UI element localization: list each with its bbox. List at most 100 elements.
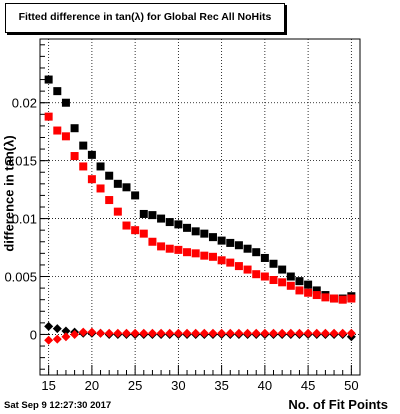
data-point-diamond — [87, 327, 97, 337]
data-point-square — [105, 171, 114, 180]
data-point-square — [131, 191, 140, 200]
data-point-diamond — [329, 328, 339, 338]
plot-frame — [39, 38, 361, 376]
data-point-diamond — [104, 328, 114, 338]
data-point-diamond — [52, 324, 62, 334]
data-point-diamond — [312, 328, 322, 338]
data-point-diamond — [70, 329, 80, 339]
data-point-square — [269, 259, 278, 268]
x-tick-label: 45 — [301, 378, 315, 393]
data-point-square — [148, 237, 157, 246]
data-point-square — [105, 196, 114, 205]
data-point-square — [70, 124, 79, 133]
data-point-square — [347, 294, 356, 303]
data-point-square — [208, 233, 217, 242]
data-point-square — [226, 258, 235, 267]
data-point-diamond — [78, 327, 88, 337]
data-point-square — [278, 265, 287, 274]
data-point-square — [243, 244, 252, 253]
data-point-diamond — [260, 328, 270, 338]
data-point-square — [165, 244, 174, 253]
data-point-square — [96, 184, 105, 193]
y-tick-label: 0.02 — [12, 96, 37, 111]
data-point-square — [122, 183, 131, 192]
data-point-square — [148, 211, 157, 220]
data-point-square — [113, 179, 122, 188]
data-point-square — [295, 286, 304, 295]
data-point-diamond — [61, 326, 71, 336]
data-markers — [44, 75, 356, 345]
data-point-square — [44, 75, 53, 84]
data-point-square — [269, 275, 278, 284]
data-point-square — [96, 162, 105, 171]
data-point-diamond — [44, 335, 54, 345]
x-tick-label: 40 — [258, 378, 272, 393]
data-point-square — [139, 229, 148, 238]
data-point-diamond — [225, 328, 235, 338]
data-point-square — [304, 280, 313, 289]
grid-lines — [40, 39, 360, 375]
data-point-square — [122, 221, 131, 230]
data-point-square — [157, 214, 166, 223]
axes: 15 20 25 30 35 40 45 50 0 0.005 0.01 0.015 0.02 — [4, 38, 361, 393]
data-point-diamond — [303, 328, 313, 338]
data-point-diamond — [139, 328, 149, 338]
data-point-square — [286, 272, 295, 281]
x-tick-label: 15 — [41, 378, 55, 393]
data-point-square — [200, 251, 209, 260]
data-point-square — [191, 227, 200, 236]
data-point-square — [113, 207, 122, 216]
y-tick-label: 0 — [30, 327, 37, 342]
data-point-diamond — [294, 328, 304, 338]
data-point-square — [53, 126, 62, 135]
x-axis-label: No. of Fit Points — [288, 397, 388, 412]
data-point-diamond — [44, 321, 54, 331]
chart-title-box: Fitted difference in tan(λ) for Global R… — [5, 3, 285, 33]
data-point-diamond — [52, 334, 62, 344]
data-point-square — [131, 226, 140, 235]
data-point-square — [312, 286, 321, 295]
data-point-square — [44, 112, 53, 121]
y-tick-label: 0.01 — [12, 212, 37, 227]
data-point-square — [312, 291, 321, 300]
data-point-square — [217, 236, 226, 245]
data-point-square — [79, 141, 88, 150]
data-point-diamond — [269, 328, 279, 338]
data-point-square — [304, 288, 313, 297]
data-point-diamond — [121, 328, 131, 338]
data-point-square — [295, 277, 304, 286]
data-point-square — [217, 256, 226, 265]
data-point-square — [174, 245, 183, 254]
data-point-diamond — [182, 328, 192, 338]
data-point-square — [53, 87, 62, 96]
data-point-square — [157, 242, 166, 251]
data-point-diamond — [130, 328, 140, 338]
y-tick-label: 0.005 — [4, 270, 37, 285]
data-point-square — [61, 132, 70, 141]
data-point-square — [278, 278, 287, 287]
data-point-diamond — [61, 332, 71, 342]
data-point-square — [338, 295, 347, 304]
data-point-square — [260, 253, 269, 262]
x-tick-label: 50 — [344, 378, 358, 393]
data-point-square — [70, 152, 79, 161]
data-point-square — [183, 223, 192, 232]
data-point-square — [208, 252, 217, 261]
data-point-diamond — [165, 328, 175, 338]
data-point-diamond — [251, 328, 261, 338]
chart-title: Fitted difference in tan(λ) for Global R… — [18, 11, 272, 23]
x-tick-label: 30 — [171, 378, 185, 393]
data-point-square — [234, 262, 243, 271]
data-point-diamond — [346, 328, 356, 338]
data-point-diamond — [217, 328, 227, 338]
data-point-diamond — [147, 328, 157, 338]
data-point-square — [61, 98, 70, 107]
data-point-square — [165, 218, 174, 227]
data-point-diamond — [199, 328, 209, 338]
data-point-square — [174, 220, 183, 229]
data-point-diamond — [113, 328, 123, 338]
timestamp: Sat Sep 9 12:27:30 2017 — [4, 400, 112, 411]
data-point-square — [252, 248, 261, 257]
data-point-square — [87, 150, 96, 159]
